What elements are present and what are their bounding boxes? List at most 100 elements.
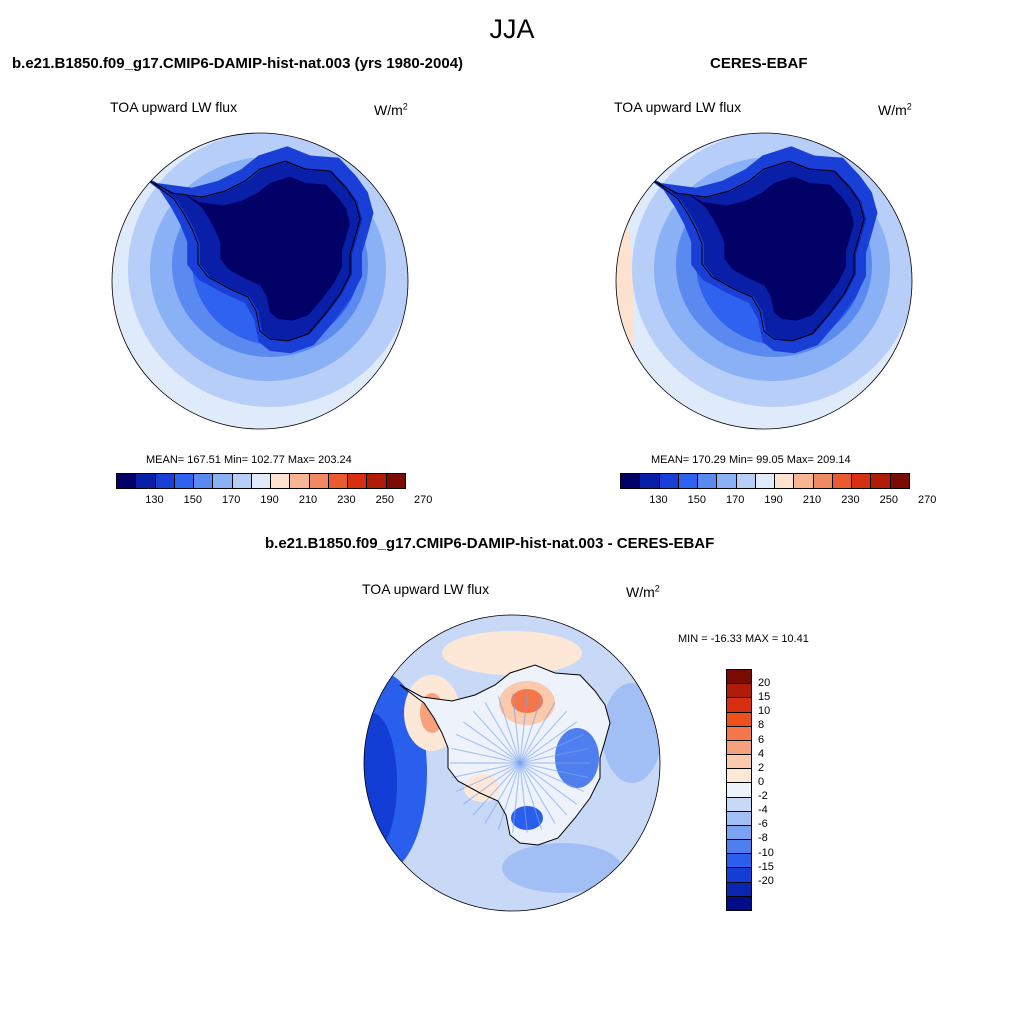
colorbar-swatch xyxy=(271,474,291,488)
panel-3-title: b.e21.B1850.f09_g17.CMIP6-DAMIP-hist-nat… xyxy=(265,535,715,552)
panel-2-polar-map xyxy=(615,132,913,430)
colorbar-swatch xyxy=(736,474,756,488)
colorbar-tick-label: 150 xyxy=(183,494,202,506)
colorbar-swatch xyxy=(367,474,387,488)
panel-3-colorbar xyxy=(726,669,752,911)
colorbar-tick-label: 10 xyxy=(758,705,771,718)
colorbar-swatch xyxy=(232,474,252,488)
colorbar-swatch xyxy=(727,684,751,699)
panel-1-colorbar-ticks: 130 150 170 190 210 230 250 270 xyxy=(116,494,432,508)
colorbar-swatch xyxy=(832,474,853,488)
colorbar-tick-label: -4 xyxy=(758,804,768,817)
colorbar-swatch xyxy=(727,740,751,756)
colorbar-tick-label: 150 xyxy=(687,494,706,506)
colorbar-swatch xyxy=(727,698,751,713)
panel-1-variable: TOA upward LW flux xyxy=(110,99,238,115)
colorbar-swatch xyxy=(328,474,349,488)
panel-3-units: W/m2 xyxy=(626,583,660,600)
colorbar-swatch xyxy=(194,474,214,488)
colorbar-swatch xyxy=(727,712,751,727)
colorbar-tick-label: 270 xyxy=(414,494,433,506)
colorbar-swatch xyxy=(155,474,175,488)
colorbar-swatch xyxy=(640,474,660,488)
colorbar-swatch xyxy=(727,811,751,826)
colorbar-tick-label: -6 xyxy=(758,818,768,831)
colorbar-swatch xyxy=(727,797,751,812)
colorbar-tick-label: 6 xyxy=(758,733,765,746)
colorbar-swatch xyxy=(727,854,751,869)
panel-2-variable: TOA upward LW flux xyxy=(614,99,742,115)
colorbar-swatch xyxy=(727,896,751,910)
colorbar-tick-label: 250 xyxy=(879,494,898,506)
panel-2-colorbar-ticks: 130 150 170 190 210 230 250 270 xyxy=(620,494,936,508)
panel-1-polar-map xyxy=(111,132,409,430)
colorbar-tick-label: 4 xyxy=(758,747,765,760)
colorbar-swatch xyxy=(678,474,699,488)
panel-1-stats: MEAN= 167.51 Min= 102.77 Max= 203.24 xyxy=(146,454,352,466)
colorbar-tick-label: 15 xyxy=(758,691,771,704)
figure-title: JJA xyxy=(489,14,535,44)
colorbar-tick-label: 230 xyxy=(337,494,356,506)
colorbar-swatch xyxy=(213,474,233,488)
colorbar-swatch xyxy=(290,474,310,488)
colorbar-tick-label: 210 xyxy=(802,494,822,506)
colorbar-tick-label: -8 xyxy=(758,832,768,845)
colorbar-swatch xyxy=(727,670,751,685)
colorbar-swatch xyxy=(755,474,776,488)
colorbar-swatch xyxy=(727,755,751,770)
colorbar-swatch xyxy=(117,474,137,488)
panel-2-stats: MEAN= 170.29 Min= 99.05 Max= 209.14 xyxy=(651,454,851,466)
coastline xyxy=(653,160,865,342)
panel-1-title: b.e21.B1850.f09_g17.CMIP6-DAMIP-hist-nat… xyxy=(12,55,464,72)
colorbar-swatch xyxy=(890,474,909,488)
colorbar-tick-label: 230 xyxy=(841,494,860,506)
colorbar-swatch xyxy=(813,474,833,488)
colorbar-swatch xyxy=(727,783,751,798)
colorbar-tick-label: 170 xyxy=(726,494,745,506)
colorbar-swatch xyxy=(698,474,718,488)
colorbar-tick-label: -15 xyxy=(758,860,774,873)
colorbar-tick-label: 190 xyxy=(260,494,279,506)
colorbar-swatch xyxy=(659,474,679,488)
colorbar-swatch xyxy=(174,474,195,488)
colorbar-tick-label: 8 xyxy=(758,719,765,732)
panel-1-colorbar xyxy=(116,473,406,489)
coastline xyxy=(399,664,611,846)
colorbar-tick-label: 190 xyxy=(764,494,783,506)
colorbar-swatch xyxy=(727,868,751,883)
panel-2-colorbar xyxy=(620,473,910,489)
colorbar-tick-label: 210 xyxy=(298,494,318,506)
colorbar-swatch xyxy=(348,474,368,488)
colorbar-tick-label: 250 xyxy=(375,494,394,506)
colorbar-swatch xyxy=(727,882,751,897)
panel-2-units: W/m2 xyxy=(878,101,912,118)
colorbar-swatch xyxy=(621,474,641,488)
colorbar-tick-label: 0 xyxy=(758,775,765,788)
colorbar-swatch xyxy=(852,474,872,488)
colorbar-swatch xyxy=(727,769,751,784)
colorbar-swatch xyxy=(309,474,329,488)
panel-1-units: W/m2 xyxy=(374,101,408,118)
colorbar-swatch xyxy=(871,474,891,488)
colorbar-tick-label: -2 xyxy=(758,790,768,803)
colorbar-swatch xyxy=(251,474,272,488)
colorbar-swatch xyxy=(727,840,751,855)
panel-3-variable: TOA upward LW flux xyxy=(362,581,490,597)
colorbar-tick-label: 20 xyxy=(758,677,771,690)
colorbar-swatch xyxy=(386,474,405,488)
colorbar-tick-label: 170 xyxy=(222,494,241,506)
colorbar-swatch xyxy=(136,474,156,488)
panel-2-title: CERES-EBAF xyxy=(710,55,808,72)
colorbar-tick-label: 130 xyxy=(145,494,164,506)
panel-3-polar-map xyxy=(363,614,661,912)
colorbar-swatch xyxy=(775,474,795,488)
colorbar-swatch xyxy=(717,474,737,488)
colorbar-tick-label: 2 xyxy=(758,761,765,774)
colorbar-swatch xyxy=(794,474,814,488)
colorbar-tick-label: -10 xyxy=(758,846,774,859)
coastline xyxy=(149,160,361,342)
colorbar-swatch xyxy=(727,726,751,741)
panel-3-stats: MIN = -16.33 MAX = 10.41 xyxy=(678,633,809,645)
colorbar-tick-label: -20 xyxy=(758,874,774,887)
colorbar-tick-label: 270 xyxy=(918,494,937,506)
